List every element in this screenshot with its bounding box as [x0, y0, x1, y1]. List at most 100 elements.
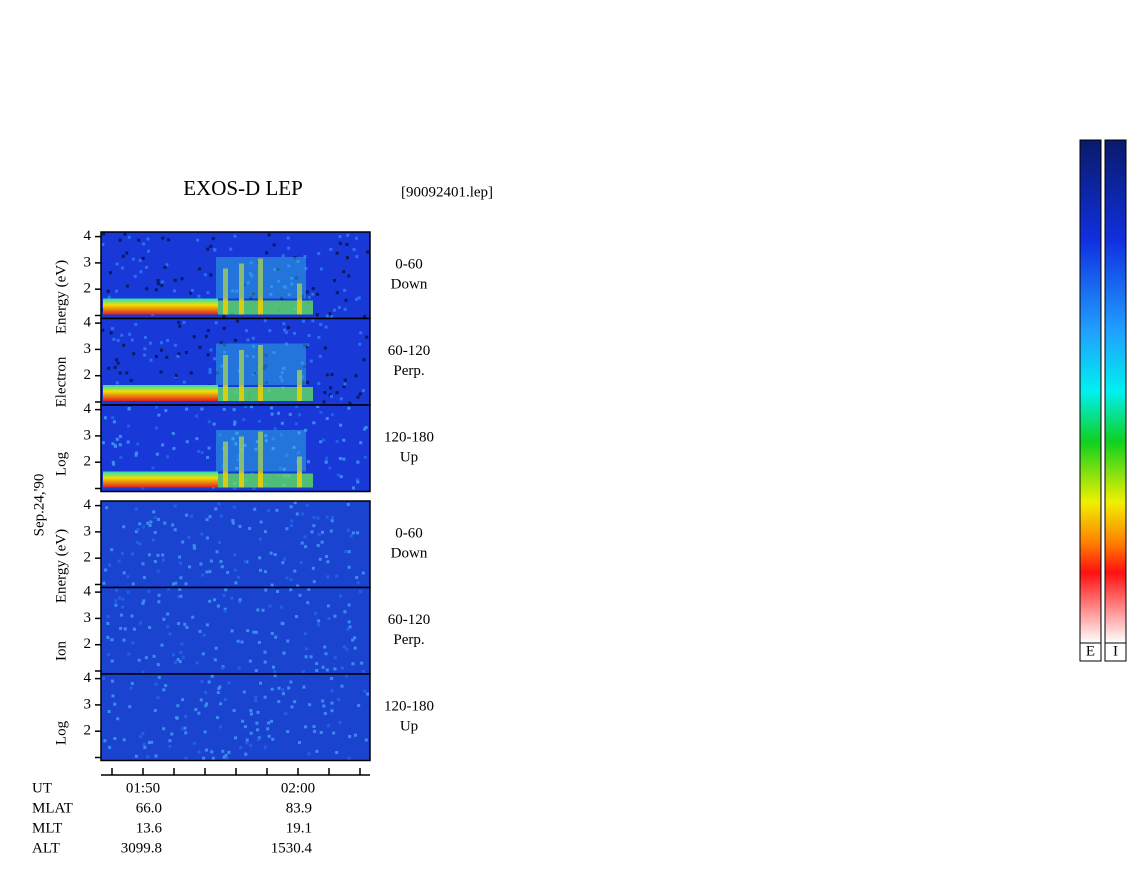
speckle	[366, 692, 370, 696]
speckle	[315, 292, 319, 296]
speckle	[256, 728, 260, 732]
speckle	[209, 273, 213, 277]
speckle	[159, 370, 163, 374]
speckle	[154, 288, 158, 292]
burst	[297, 456, 302, 488]
speckle	[328, 466, 332, 470]
speckle	[156, 282, 160, 286]
speckle	[223, 350, 227, 354]
speckle	[305, 345, 309, 349]
y-tick-label: 3	[84, 523, 92, 539]
speckle	[268, 329, 272, 333]
speckle	[309, 359, 313, 363]
speckle	[277, 411, 281, 415]
speckle	[355, 255, 359, 259]
speckle	[122, 571, 126, 575]
speckle	[154, 682, 158, 686]
speckle	[254, 669, 258, 673]
speckle	[307, 588, 311, 592]
speckle	[286, 325, 290, 329]
speckle	[130, 681, 134, 685]
speckle	[290, 519, 294, 523]
speckle	[249, 712, 253, 716]
speckle	[103, 416, 107, 420]
speckle	[231, 437, 235, 441]
speckle	[175, 716, 179, 720]
speckle	[194, 414, 198, 418]
speckle	[281, 692, 285, 696]
speckle	[328, 312, 332, 316]
speckle	[128, 705, 132, 709]
speckle	[287, 686, 291, 690]
speckle	[307, 333, 311, 337]
speckle	[329, 386, 333, 390]
speckle	[116, 361, 120, 365]
speckle	[335, 440, 339, 444]
speckle	[215, 550, 219, 554]
speckle	[303, 344, 307, 348]
speckle	[207, 446, 211, 450]
speckle	[317, 619, 321, 623]
speckle	[306, 460, 310, 464]
speckle	[311, 287, 315, 291]
speckle	[295, 405, 299, 409]
speckle	[204, 704, 208, 708]
speckle	[106, 622, 110, 626]
speckle	[248, 526, 252, 530]
speckle	[313, 729, 317, 733]
speckle	[363, 455, 367, 459]
speckle	[361, 389, 365, 393]
speckle	[348, 401, 352, 405]
speckle	[134, 754, 138, 758]
speckle	[223, 609, 227, 613]
speckle	[295, 512, 299, 516]
speckle	[173, 343, 177, 347]
speckle	[208, 367, 212, 371]
speckle	[146, 237, 150, 241]
speckle	[222, 314, 226, 318]
speckle	[293, 569, 297, 573]
speckle	[269, 719, 273, 723]
panel-label: 120-180	[384, 698, 434, 714]
y-tick-label: 3	[84, 341, 92, 357]
speckle	[280, 378, 284, 382]
speckle	[290, 282, 294, 286]
speckle	[181, 540, 185, 544]
speckle	[183, 726, 187, 730]
speckle	[330, 676, 334, 680]
speckle	[318, 354, 322, 358]
speckle	[113, 443, 117, 447]
speckle	[129, 378, 133, 382]
speckle	[233, 486, 237, 490]
speckle	[308, 703, 312, 707]
speckle	[347, 756, 351, 760]
speckle	[209, 559, 213, 563]
speckle	[349, 534, 353, 538]
speckle	[184, 582, 188, 586]
speckle	[189, 371, 193, 375]
speckle	[153, 530, 157, 534]
speckle	[338, 457, 342, 461]
speckle	[246, 629, 250, 633]
speckle	[321, 665, 325, 669]
speckle	[116, 338, 120, 342]
speckle	[115, 262, 119, 266]
speckle	[200, 407, 204, 411]
speckle	[249, 296, 253, 300]
speckle	[149, 520, 153, 524]
speckle	[227, 681, 231, 685]
speckle	[110, 659, 114, 663]
speckle	[314, 611, 318, 615]
speckle	[283, 328, 287, 332]
speckle	[272, 243, 276, 247]
speckle	[115, 437, 119, 441]
speckle	[153, 560, 157, 564]
speckle	[192, 544, 196, 548]
speckle	[230, 596, 234, 600]
speckle	[205, 623, 209, 627]
speckle	[263, 745, 267, 749]
speckle	[352, 248, 356, 252]
speckle	[343, 307, 347, 311]
speckle	[273, 427, 277, 431]
speckle	[243, 560, 247, 564]
